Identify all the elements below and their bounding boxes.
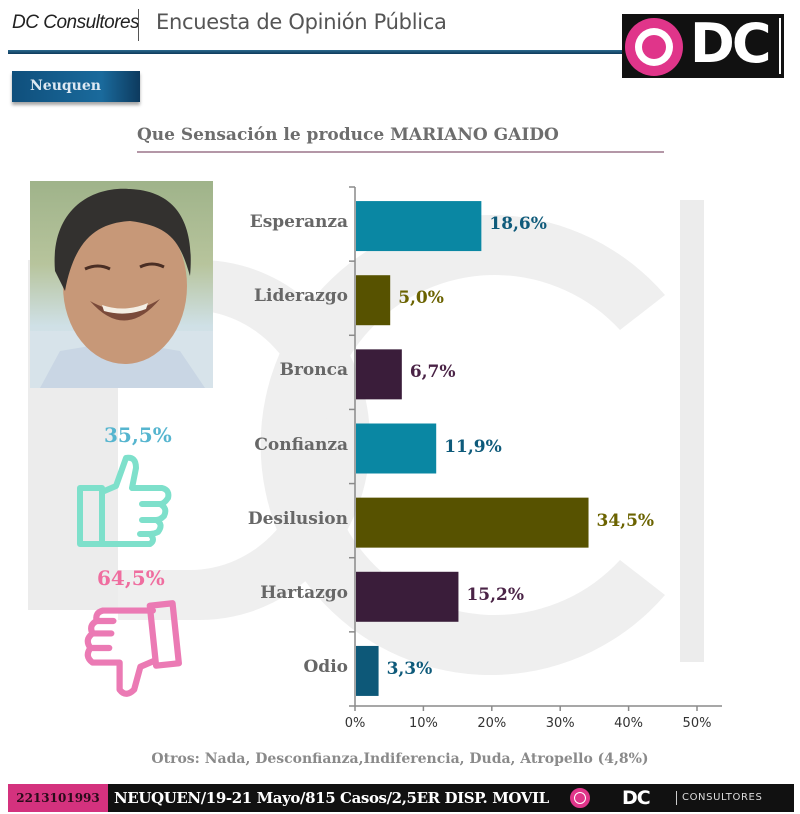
footer-consultores: CONSULTORES <box>682 792 763 803</box>
data-label: 6,7% <box>409 362 456 383</box>
footer-survey-info: NEUQUEN/19-21 Mayo/815 Casos/2,5ER DISP.… <box>114 789 549 807</box>
region-badge: Neuquen <box>12 71 140 102</box>
footer-code: 2213101993 <box>16 791 100 805</box>
bar-bronca <box>356 349 402 400</box>
logo-text: DC <box>690 12 771 75</box>
footer-logo-text: DC <box>622 787 651 809</box>
footer-logo-divider <box>676 791 677 805</box>
thumbs-down-icon <box>84 600 182 697</box>
watermark-letters <box>118 200 704 675</box>
negative-percentage: 64,5% <box>97 566 165 590</box>
x-tick-label: 20% <box>477 716 507 731</box>
positive-percentage: 35,5% <box>104 423 172 447</box>
bar-esperanza <box>356 201 482 252</box>
category-label: Confianza <box>254 434 348 455</box>
footer-bar <box>8 784 794 812</box>
category-label: Esperanza <box>249 212 348 233</box>
category-label: Odio <box>303 656 349 677</box>
footer-code-badge <box>8 784 108 812</box>
bar-confianza <box>356 423 437 474</box>
data-label: 18,6% <box>489 214 547 235</box>
category-label: Hartazgo <box>260 582 348 603</box>
logo-dot <box>642 35 666 59</box>
header-divider <box>138 9 139 41</box>
data-label: 34,5% <box>596 510 655 531</box>
bar-desilusion <box>356 497 589 548</box>
data-label: 15,2% <box>466 584 524 605</box>
chart-title: Que Sensación le produce MARIANO GAIDO <box>137 125 559 145</box>
x-tick-label: 0% <box>344 716 366 731</box>
thumbs-up-icon <box>77 454 172 547</box>
x-tick-label: 10% <box>408 716 438 731</box>
data-label: 5,0% <box>398 288 444 309</box>
survey-title: Encuesta de Opinión Pública <box>156 10 447 34</box>
data-label: 11,9% <box>444 436 502 457</box>
bar-odio <box>356 645 379 696</box>
bar-hartazgo <box>356 571 459 622</box>
category-label: Bronca <box>279 360 348 381</box>
x-tick-label: 30% <box>545 716 575 731</box>
header-rule <box>8 50 628 54</box>
footer-logo-dot <box>575 793 585 803</box>
brand-name: DC Consultores <box>12 12 140 33</box>
data-label: 3,3% <box>386 658 433 679</box>
category-label: Liderazgo <box>254 286 348 307</box>
bar-liderazgo <box>356 275 391 326</box>
portrait-illustration <box>30 188 213 388</box>
bar-chart <box>349 186 722 711</box>
x-tick-label: 40% <box>614 716 644 731</box>
x-tick-label: 50% <box>682 716 712 731</box>
candidate-photo <box>30 181 213 388</box>
others-note: Otros: Nada, Desconfianza,Indiferencia, … <box>151 751 649 767</box>
category-label: Desilusion <box>247 508 348 529</box>
chart-title-rule <box>137 151 664 153</box>
logo-bar <box>779 18 781 74</box>
